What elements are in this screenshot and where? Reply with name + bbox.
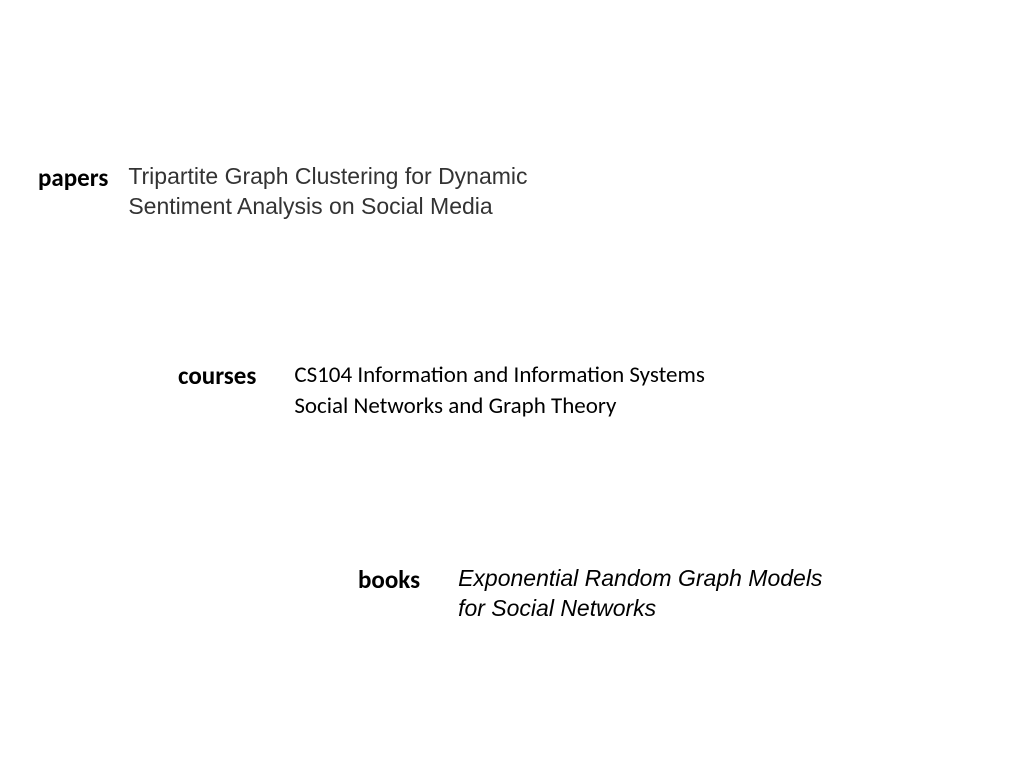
courses-line-2: Social Networks and Graph Theory	[294, 391, 705, 422]
books-content: Exponential Random Graph Models for Soci…	[458, 564, 838, 624]
courses-line-1: CS104 Information and Information System…	[294, 360, 705, 391]
papers-content: Tripartite Graph Clustering for Dynamic …	[128, 162, 548, 222]
courses-content: CS104 Information and Information System…	[294, 360, 705, 422]
papers-section: papers Tripartite Graph Clustering for D…	[38, 162, 548, 222]
papers-label: papers	[38, 162, 108, 193]
books-section: books Exponential Random Graph Models fo…	[358, 564, 838, 624]
courses-label: courses	[178, 360, 256, 391]
courses-section: courses CS104 Information and Informatio…	[178, 360, 705, 422]
books-label: books	[358, 564, 420, 595]
